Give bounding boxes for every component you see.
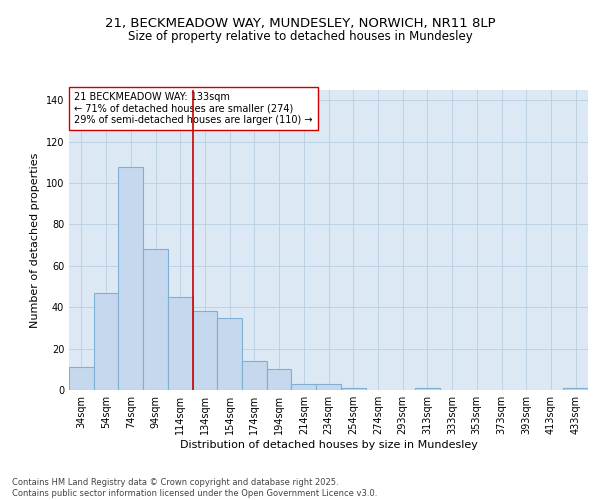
Bar (118, 166, 143, 390)
Bar (242, 361, 267, 390)
Text: Size of property relative to detached houses in Mundesley: Size of property relative to detached ho… (128, 30, 472, 43)
Bar (267, 370, 292, 390)
Text: 21, BECKMEADOW WAY, MUNDESLEY, NORWICH, NR11 8LP: 21, BECKMEADOW WAY, MUNDESLEY, NORWICH, … (104, 18, 496, 30)
Bar (69, 367, 94, 390)
Bar (292, 384, 316, 390)
Bar (193, 312, 217, 390)
Y-axis label: Number of detached properties: Number of detached properties (30, 152, 40, 328)
Bar (143, 250, 168, 390)
Bar (563, 388, 588, 390)
Bar (341, 388, 365, 390)
Text: Contains HM Land Registry data © Crown copyright and database right 2025.
Contai: Contains HM Land Registry data © Crown c… (12, 478, 377, 498)
Bar (94, 293, 118, 390)
Bar (316, 384, 341, 390)
Bar (415, 388, 440, 390)
Text: 21 BECKMEADOW WAY: 133sqm
← 71% of detached houses are smaller (274)
29% of semi: 21 BECKMEADOW WAY: 133sqm ← 71% of detac… (74, 92, 313, 124)
Bar (217, 318, 242, 390)
Bar (168, 297, 193, 390)
X-axis label: Distribution of detached houses by size in Mundesley: Distribution of detached houses by size … (179, 440, 478, 450)
